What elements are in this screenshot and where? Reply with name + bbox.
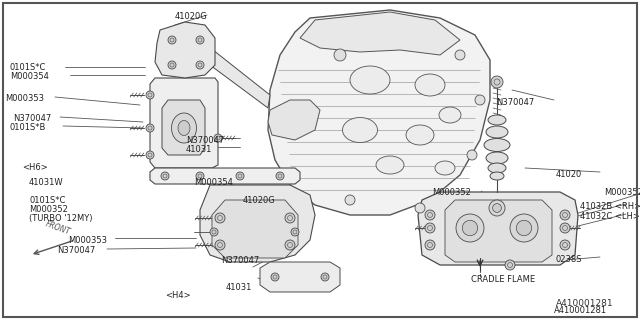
Circle shape [345, 195, 355, 205]
Circle shape [462, 220, 477, 236]
Circle shape [560, 223, 570, 233]
Text: 41020G: 41020G [243, 196, 276, 205]
Text: N370047: N370047 [13, 114, 51, 123]
Ellipse shape [490, 172, 504, 180]
Circle shape [493, 204, 501, 212]
Polygon shape [268, 100, 320, 140]
Ellipse shape [350, 66, 390, 94]
Text: 41031: 41031 [226, 283, 252, 292]
Polygon shape [260, 262, 340, 292]
Text: M000352: M000352 [29, 205, 68, 214]
Circle shape [456, 214, 484, 242]
Polygon shape [418, 192, 578, 265]
Circle shape [455, 50, 465, 60]
Circle shape [215, 213, 225, 223]
Text: M000352: M000352 [432, 188, 471, 197]
Text: (TURBO '12MY): (TURBO '12MY) [29, 214, 93, 223]
Ellipse shape [415, 74, 445, 96]
Circle shape [560, 240, 570, 250]
Text: 0101S*B: 0101S*B [10, 123, 46, 132]
Circle shape [425, 210, 435, 220]
Text: A410001281: A410001281 [554, 306, 607, 315]
Text: 0238S: 0238S [556, 255, 582, 264]
Text: 41032B <RH>: 41032B <RH> [580, 202, 640, 211]
Ellipse shape [484, 139, 510, 151]
Circle shape [168, 61, 176, 69]
Circle shape [516, 220, 532, 236]
Text: 41031: 41031 [186, 145, 212, 154]
Circle shape [321, 273, 329, 281]
Text: 0101S*C: 0101S*C [10, 63, 46, 72]
Circle shape [505, 260, 515, 270]
Circle shape [146, 151, 154, 159]
Text: 41020: 41020 [556, 170, 582, 179]
Ellipse shape [486, 152, 508, 164]
Ellipse shape [486, 126, 508, 138]
Text: M000354: M000354 [10, 72, 49, 81]
Circle shape [425, 223, 435, 233]
Circle shape [271, 273, 279, 281]
Circle shape [161, 172, 169, 180]
Ellipse shape [376, 156, 404, 174]
Polygon shape [155, 22, 215, 78]
Ellipse shape [488, 115, 506, 125]
Circle shape [491, 76, 503, 88]
Polygon shape [300, 12, 460, 55]
Circle shape [291, 228, 299, 236]
Circle shape [214, 134, 222, 142]
Circle shape [215, 240, 225, 250]
Polygon shape [150, 78, 218, 168]
Ellipse shape [435, 161, 455, 175]
Text: M000353: M000353 [5, 94, 44, 103]
Circle shape [196, 172, 204, 180]
Ellipse shape [172, 113, 196, 143]
Circle shape [236, 172, 244, 180]
Text: 0101S*C: 0101S*C [29, 196, 65, 205]
Text: N370047: N370047 [496, 98, 534, 107]
Polygon shape [210, 50, 270, 108]
Circle shape [285, 213, 295, 223]
Polygon shape [212, 200, 298, 258]
Circle shape [285, 240, 295, 250]
Text: <H6>: <H6> [22, 163, 48, 172]
Circle shape [146, 91, 154, 99]
Circle shape [196, 36, 204, 44]
Text: M000354: M000354 [194, 178, 233, 187]
Circle shape [467, 150, 477, 160]
Circle shape [475, 95, 485, 105]
Circle shape [334, 49, 346, 61]
Text: N370047: N370047 [57, 246, 95, 255]
Circle shape [425, 240, 435, 250]
Text: FRONT: FRONT [44, 220, 72, 237]
Text: A410001281: A410001281 [556, 299, 614, 308]
Text: 41032C <LH>: 41032C <LH> [580, 212, 640, 221]
Circle shape [146, 124, 154, 132]
Polygon shape [445, 200, 552, 262]
Circle shape [210, 228, 218, 236]
Text: CRADLE FLAME: CRADLE FLAME [471, 275, 535, 284]
Text: N370047: N370047 [186, 136, 224, 145]
Text: <H4>: <H4> [165, 291, 191, 300]
Circle shape [276, 172, 284, 180]
Ellipse shape [342, 117, 378, 142]
Polygon shape [200, 185, 315, 262]
Ellipse shape [406, 125, 434, 145]
Circle shape [196, 61, 204, 69]
Ellipse shape [439, 107, 461, 123]
Polygon shape [150, 168, 300, 184]
Ellipse shape [488, 163, 506, 173]
Text: M000352: M000352 [604, 188, 640, 197]
Circle shape [415, 203, 425, 213]
Text: 41020G: 41020G [175, 12, 208, 21]
Text: N370047: N370047 [221, 256, 259, 265]
Text: 41031W: 41031W [29, 178, 63, 187]
Polygon shape [268, 10, 490, 215]
Polygon shape [162, 100, 205, 155]
Circle shape [489, 200, 505, 216]
Circle shape [168, 36, 176, 44]
Text: M000353: M000353 [68, 236, 107, 245]
Circle shape [560, 210, 570, 220]
Circle shape [510, 214, 538, 242]
Ellipse shape [178, 121, 190, 135]
